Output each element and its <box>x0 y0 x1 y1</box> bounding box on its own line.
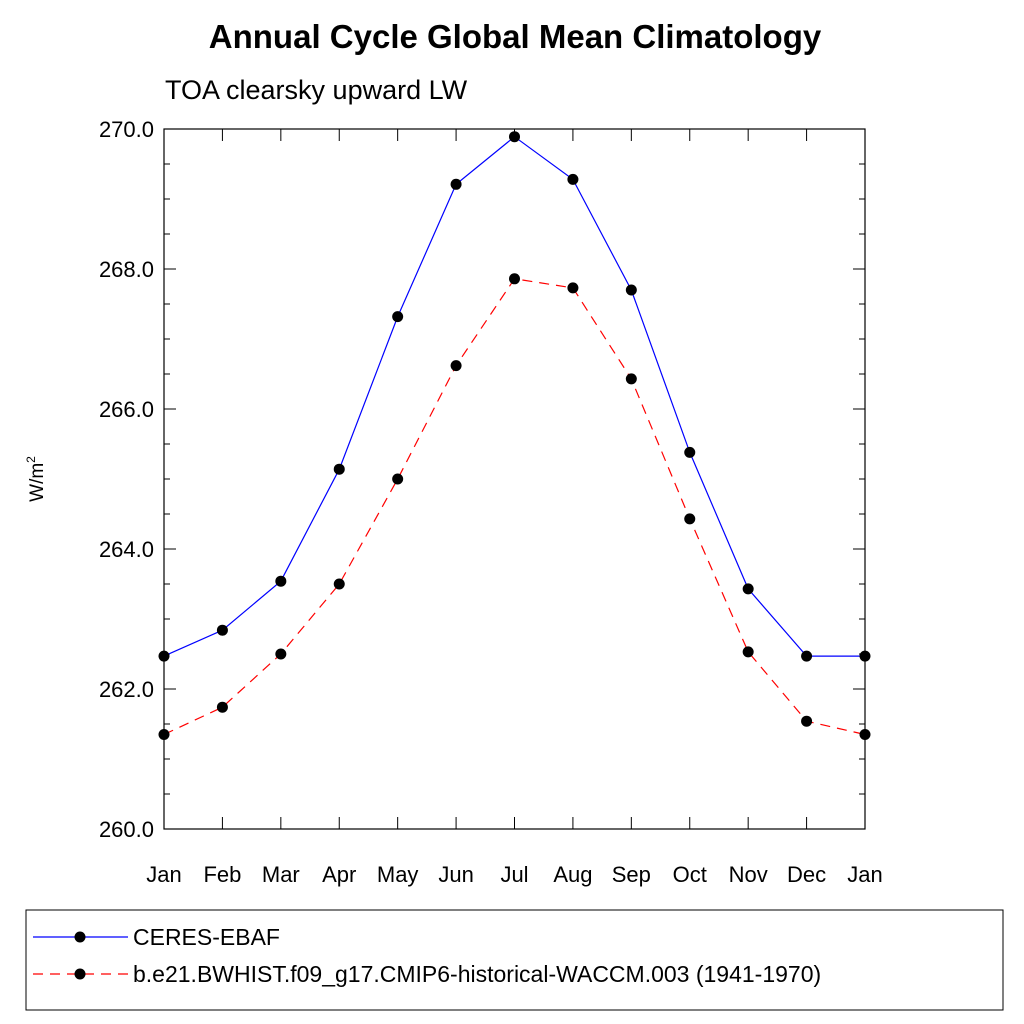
x-tick-labels: Jan Feb Mar Apr May Jun Jul Aug Sep Oct Nov Dec Jan <box>146 862 882 887</box>
x-tick-label: Oct <box>673 862 707 887</box>
data-point <box>567 173 579 185</box>
series-1 <box>158 131 871 662</box>
x-tick-label: Feb <box>203 862 241 887</box>
plot-frame <box>163 128 866 830</box>
series-line <box>163 135 865 657</box>
data-point <box>742 646 754 658</box>
data-point <box>684 513 696 525</box>
y-tick-labels: 260.0 262.0 264.0 266.0 268.0 270.0 <box>99 117 154 842</box>
x-tick-label: Mar <box>262 862 300 887</box>
data-point <box>216 701 228 713</box>
x-tick-label: May <box>377 862 419 887</box>
x-tick-label: Jul <box>500 862 528 887</box>
axis-ticks <box>163 128 866 830</box>
legend-label: CERES-EBAF <box>133 924 280 950</box>
x-tick-label: Nov <box>729 862 768 887</box>
legend-box <box>25 909 1004 1011</box>
series-layer <box>158 131 871 740</box>
data-point <box>625 373 637 385</box>
legend-item-1: CERES-EBAF <box>33 924 280 950</box>
data-point <box>216 624 228 636</box>
y-tick-label: 268.0 <box>99 257 154 282</box>
data-point <box>801 715 813 727</box>
x-tick-label: Jun <box>438 862 473 887</box>
data-point <box>450 178 462 190</box>
y-axis-label-superscript: 2 <box>24 456 38 463</box>
data-point <box>450 360 462 372</box>
legend-label: b.e21.BWHIST.f09_g17.CMIP6-historical-WA… <box>133 961 821 987</box>
y-tick-label: 264.0 <box>99 537 154 562</box>
y-axis-label-base: W/m <box>27 463 48 502</box>
data-point <box>742 583 754 595</box>
y-axis-label: W/m2 <box>24 456 48 502</box>
x-tick-label: Jan <box>146 862 181 887</box>
y-tick-label: 270.0 <box>99 117 154 142</box>
data-point <box>392 311 404 323</box>
legend: CERES-EBAF b.e21.BWHIST.f09_g17.CMIP6-his… <box>33 924 821 987</box>
chart-title: Annual Cycle Global Mean Climatology <box>209 18 822 55</box>
legend-marker <box>74 968 86 980</box>
series-2 <box>158 273 871 740</box>
data-point <box>158 729 170 740</box>
data-point <box>275 648 287 660</box>
x-tick-label: Apr <box>322 862 356 887</box>
data-point <box>509 131 520 143</box>
chart-subtitle: TOA clearsky upward LW <box>165 75 468 105</box>
data-point <box>625 284 637 296</box>
x-tick-label: Jan <box>847 862 882 887</box>
data-point <box>859 729 871 740</box>
data-point <box>275 575 287 587</box>
y-tick-label: 266.0 <box>99 397 154 422</box>
series-line <box>163 278 866 736</box>
x-tick-label: Aug <box>553 862 592 887</box>
x-tick-label: Sep <box>612 862 651 887</box>
data-point <box>567 282 579 294</box>
x-tick-label: Dec <box>787 862 826 887</box>
y-tick-label: 262.0 <box>99 677 154 702</box>
y-tick-label: 260.0 <box>99 817 154 842</box>
data-point <box>333 578 345 590</box>
data-point <box>509 273 520 285</box>
data-point <box>801 650 813 662</box>
data-point <box>333 463 345 475</box>
data-point <box>684 446 696 458</box>
legend-item-2: b.e21.BWHIST.f09_g17.CMIP6-historical-WA… <box>33 961 821 987</box>
legend-marker <box>74 931 86 943</box>
data-point <box>392 473 404 485</box>
data-point <box>158 650 170 662</box>
data-point <box>859 650 871 662</box>
